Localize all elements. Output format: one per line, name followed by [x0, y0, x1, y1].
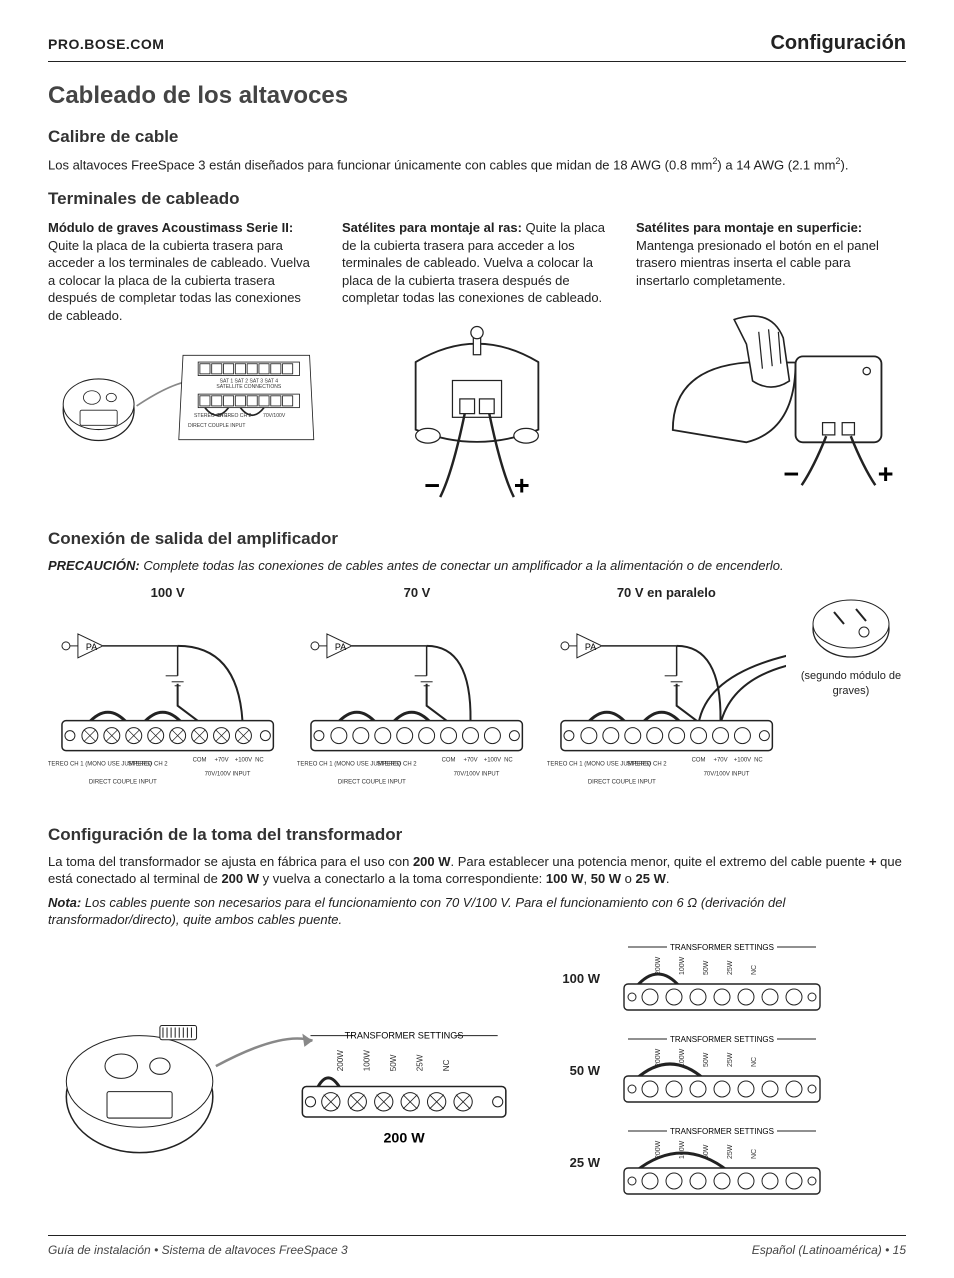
amp-col-100v: 100 V PA [48, 584, 287, 810]
svg-text:+100V: +100V [733, 757, 750, 763]
diagram-surface-satellite: − + [636, 295, 906, 491]
svg-text:25W: 25W [727, 1144, 734, 1159]
footer-right: Español (Latinoamérica) • 15 [752, 1242, 906, 1258]
svg-text:DIRECT COUPLE INPUT: DIRECT COUPLE INPUT [338, 779, 406, 785]
amp-col-70v: 70 V PA STEREO CH 1 (MONO USE JUMPERS) S… [297, 584, 536, 810]
svg-text:NC: NC [255, 757, 264, 763]
svg-text:+: + [878, 459, 894, 489]
svg-text:70V/100V: 70V/100V [263, 413, 286, 419]
svg-text:200W: 200W [336, 1050, 345, 1072]
terminals-col-1: Módulo de graves Acoustimass Serie II: Q… [48, 219, 318, 514]
svg-text:100W: 100W [362, 1050, 371, 1072]
diagram-bass-module: SAT 1 SAT 2 SAT 3 SAT 4 SATELLITE CONNEC… [48, 330, 318, 457]
header-site: PRO.BOSE.COM [48, 35, 164, 54]
svg-text:TRANSFORMER SETTINGS: TRANSFORMER SETTINGS [345, 1031, 464, 1041]
svg-text:200W: 200W [655, 956, 662, 975]
amp-title: Conexión de salida del amplificador [48, 528, 906, 551]
svg-text:NC: NC [504, 757, 513, 763]
svg-text:DIRECT COUPLE INPUT: DIRECT COUPLE INPUT [588, 779, 656, 785]
page-footer: Guía de instalación • Sistema de altavoc… [48, 1235, 906, 1258]
amp-diagram-70v: PA STEREO CH 1 (MONO USE JUMPERS) STEREO… [297, 606, 536, 805]
header-section: Configuración [770, 30, 906, 57]
svg-text:25W: 25W [415, 1054, 424, 1071]
svg-text:+100V: +100V [484, 757, 501, 763]
footer-left: Guía de instalación • Sistema de altavoc… [48, 1242, 348, 1258]
second-bass-icon [806, 584, 896, 664]
svg-text:TRANSFORMER SETTINGS: TRANSFORMER SETTINGS [670, 1127, 774, 1136]
svg-text:50W: 50W [703, 1052, 710, 1067]
svg-text:+: + [514, 471, 530, 501]
svg-text:NC: NC [751, 1057, 758, 1067]
tx-note: Nota: Los cables puente son necesarios p… [48, 894, 906, 929]
svg-text:SATELLITE CONNECTIONS: SATELLITE CONNECTIONS [216, 385, 282, 391]
second-bass-label: (segundo módulo de graves) [796, 669, 906, 699]
svg-text:200 W: 200 W [384, 1130, 426, 1146]
tx-title: Configuración de la toma del transformad… [48, 824, 906, 847]
gauge-title: Calibre de cable [48, 126, 906, 149]
svg-text:NC: NC [754, 757, 763, 763]
svg-text:−: − [783, 459, 799, 489]
tx-left-col: TRANSFORMER SETTINGS 200W 100W 50W 25W N… [48, 939, 516, 1188]
terminals-col-2: Satélites para montaje al ras: Quite la … [342, 219, 612, 514]
svg-text:50W: 50W [703, 960, 710, 975]
tx-strip-100w: TRANSFORMER SETTINGS 200W 100W 50W 25W N… [612, 939, 832, 1019]
svg-text:STEREO CH 2: STEREO CH 2 [218, 413, 252, 419]
tx-strip-25w: TRANSFORMER SETTINGS 200W 100W 50W 25W N… [612, 1123, 832, 1203]
tx-diagram-200w: TRANSFORMER SETTINGS 200W 100W 50W 25W N… [48, 939, 516, 1183]
svg-text:COM: COM [193, 757, 207, 763]
svg-text:STEREO CH 2: STEREO CH 2 [128, 761, 168, 767]
terminals-col-3: Satélites para montaje en superficie: Ma… [636, 219, 906, 514]
svg-text:COM: COM [442, 757, 456, 763]
svg-text:TRANSFORMER SETTINGS: TRANSFORMER SETTINGS [670, 943, 774, 952]
amp-col-70v-parallel: 70 V en paralelo PA STEREO CH 1 (MONO US… [547, 584, 786, 810]
diagram-flush-satellite: − + [342, 313, 612, 509]
amp-second-bass: (segundo módulo de graves) [796, 584, 906, 699]
svg-text:+70V: +70V [713, 757, 727, 763]
svg-text:DIRECT COUPLE INPUT: DIRECT COUPLE INPUT [89, 779, 157, 785]
svg-text:PA: PA [86, 642, 97, 652]
svg-text:DIRECT COUPLE INPUT: DIRECT COUPLE INPUT [188, 423, 245, 429]
svg-text:+70V: +70V [464, 757, 478, 763]
svg-text:NC: NC [751, 965, 758, 975]
svg-text:PA: PA [335, 642, 346, 652]
tx-item-25w: 25 W TRANSFORMER SETTINGS 200W 100W 50W … [546, 1123, 906, 1203]
gauge-body: Los altavoces FreeSpace 3 están diseñado… [48, 155, 906, 174]
svg-text:100W: 100W [679, 1140, 686, 1159]
terminals-title: Terminales de cableado [48, 188, 906, 211]
svg-text:TRANSFORMER SETTINGS: TRANSFORMER SETTINGS [670, 1035, 774, 1044]
svg-text:100W: 100W [679, 956, 686, 975]
svg-text:70V/100V INPUT: 70V/100V INPUT [205, 771, 251, 777]
amp-diagram-100v: PA [48, 606, 287, 805]
amp-diagrams: 100 V PA [48, 584, 906, 810]
tx-item-50w: 50 W TRANSFORMER SETTINGS 200W 100W 50W … [546, 1031, 906, 1111]
svg-text:70V/100V INPUT: 70V/100V INPUT [454, 771, 500, 777]
svg-text:70V/100V INPUT: 70V/100V INPUT [703, 771, 749, 777]
svg-text:+70V: +70V [214, 757, 228, 763]
amp-caution: PRECAUCIÓN: Complete todas las conexione… [48, 557, 906, 575]
svg-text:50W: 50W [389, 1054, 398, 1071]
amp-diagram-70v-parallel: PA STEREO CH 1 (MONO USE JUMPERS) STEREO… [547, 606, 786, 805]
svg-text:PA: PA [585, 642, 596, 652]
tx-strip-50w: TRANSFORMER SETTINGS 200W 100W 50W 25W N… [612, 1031, 832, 1111]
tx-item-100w: 100 W TRANSFORMER SETTINGS 200W 100W 50W… [546, 939, 906, 1019]
svg-text:25W: 25W [727, 960, 734, 975]
svg-text:−: − [424, 471, 440, 501]
tx-right-col: 100 W TRANSFORMER SETTINGS 200W 100W 50W… [546, 939, 906, 1215]
svg-text:NC: NC [751, 1149, 758, 1159]
svg-text:STEREO CH 2: STEREO CH 2 [377, 761, 417, 767]
tx-body: La toma del transformador se ajusta en f… [48, 853, 906, 888]
svg-text:COM: COM [691, 757, 705, 763]
svg-text:STEREO CH 2: STEREO CH 2 [626, 761, 666, 767]
terminals-columns: Módulo de graves Acoustimass Serie II: Q… [48, 219, 906, 514]
page-title: Cableado de los altavoces [48, 80, 906, 112]
svg-text:NC: NC [442, 1059, 451, 1071]
svg-text:25W: 25W [727, 1052, 734, 1067]
svg-text:+100V: +100V [235, 757, 252, 763]
page-header: PRO.BOSE.COM Configuración [48, 30, 906, 62]
tx-diagrams: TRANSFORMER SETTINGS 200W 100W 50W 25W N… [48, 939, 906, 1215]
